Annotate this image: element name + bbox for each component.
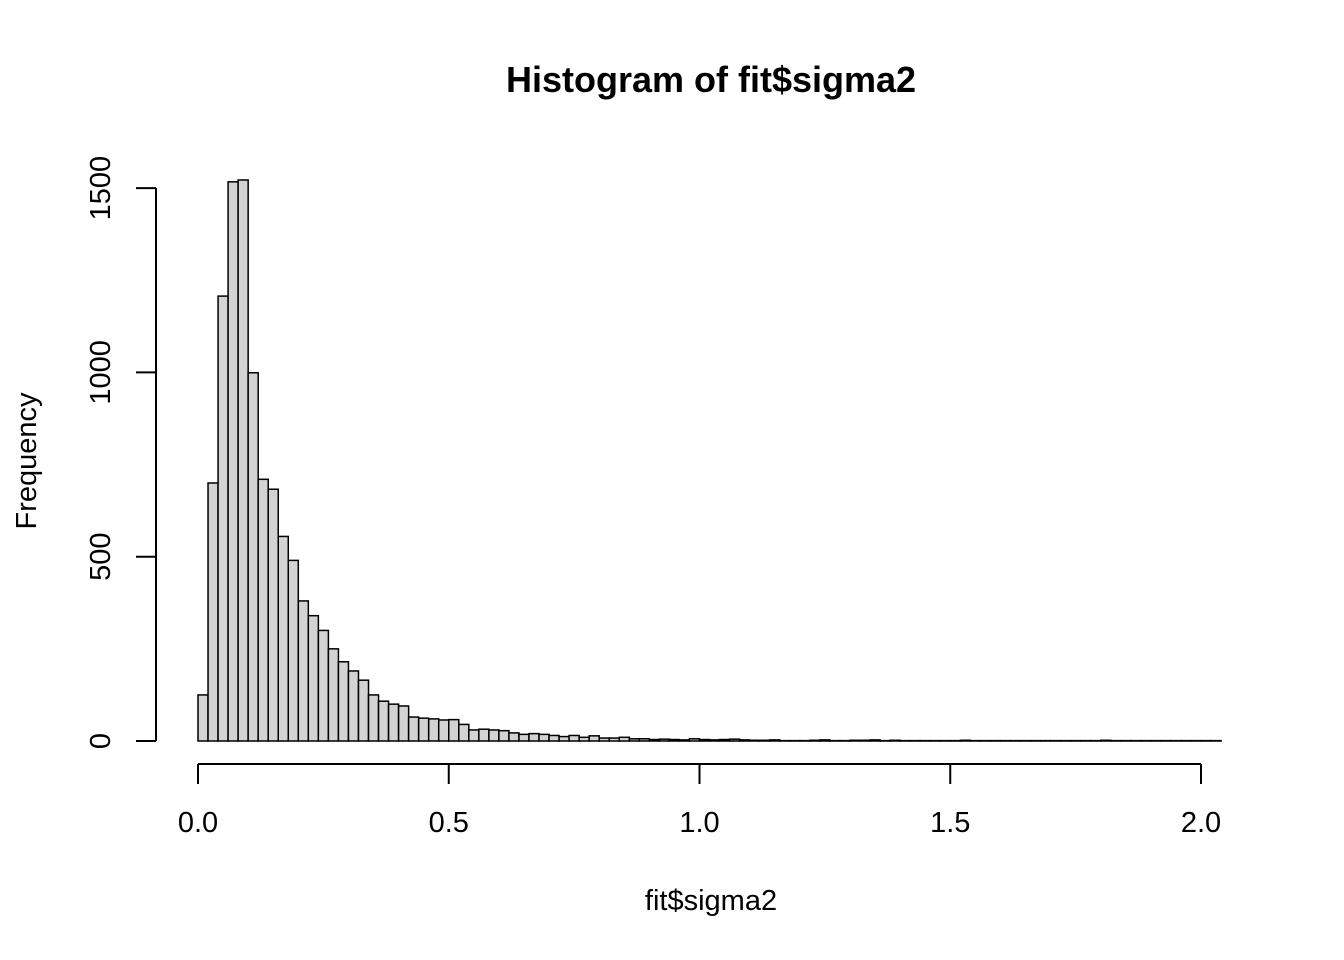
- histogram-bar: [708, 739, 721, 742]
- y-tick-label: 1500: [85, 156, 117, 221]
- histogram-bar: [458, 723, 470, 742]
- histogram-bar: [568, 734, 580, 742]
- histogram-bar: [357, 679, 370, 742]
- histogram-bar: [488, 729, 500, 742]
- x-tick-label: 2.0: [1181, 807, 1221, 839]
- histogram-bar: [598, 737, 610, 742]
- histogram-bar: [437, 719, 450, 742]
- x-axis-label: fit$sigma2: [645, 885, 777, 917]
- histogram-bar: [588, 735, 600, 742]
- histogram-bar: [417, 717, 430, 742]
- histogram-bar: [688, 738, 701, 742]
- histogram-bar: [287, 559, 300, 742]
- histogram-bar: [397, 705, 410, 742]
- y-axis: 0 500 1000 1500: [85, 156, 157, 749]
- x-tick-label: 1.5: [930, 807, 970, 839]
- histogram-bar: [387, 703, 400, 742]
- histogram-bar: [307, 614, 320, 742]
- histogram-bar: [337, 661, 350, 742]
- histogram-bar: [197, 694, 209, 742]
- histogram-bar: [809, 739, 821, 742]
- histogram-bar: [448, 718, 460, 742]
- histogram-bar: [528, 732, 540, 742]
- x-tick-label: 0.0: [178, 807, 218, 839]
- histogram-bar: [728, 738, 741, 742]
- histogram-bar: [237, 179, 249, 742]
- histogram-bar: [869, 739, 881, 742]
- y-axis-label: Frequency: [11, 392, 43, 530]
- histogram-bar: [738, 739, 751, 742]
- histogram-bar: [478, 728, 490, 742]
- histogram-bar: [518, 733, 530, 742]
- histogram-bar: [768, 739, 781, 742]
- histogram-bar: [819, 739, 831, 742]
- histogram-bar: [618, 736, 631, 742]
- histogram-bar: [207, 482, 219, 742]
- histogram-bar: [548, 734, 560, 742]
- histogram-bar: [498, 729, 510, 742]
- histogram-bar: [508, 732, 520, 742]
- histogram-bar: [227, 181, 239, 742]
- y-tick-label: 0: [85, 733, 117, 749]
- histogram-bar: [317, 629, 330, 742]
- histogram-bar: [718, 738, 731, 742]
- chart-title: Histogram of fit$sigma2: [506, 59, 916, 100]
- histogram-bar: [257, 478, 269, 742]
- histogram-bar: [377, 700, 390, 742]
- bars-group: [197, 179, 1222, 742]
- histogram-bar: [217, 295, 229, 742]
- histogram-bar: [578, 736, 590, 742]
- histogram-bar: [297, 600, 310, 742]
- histogram-bar: [859, 739, 871, 742]
- histogram-bar: [247, 372, 259, 742]
- x-axis: 0.0 0.5 1.0 1.5 2.0: [178, 763, 1221, 839]
- histogram-bar: [267, 488, 279, 742]
- histogram-bar: [668, 738, 681, 742]
- x-tick-label: 1.0: [679, 807, 719, 839]
- histogram-bar: [407, 716, 420, 742]
- histogram-bar: [427, 718, 440, 742]
- histogram-bar: [347, 670, 360, 742]
- histogram-bar: [678, 739, 691, 742]
- histogram-bar: [558, 735, 570, 742]
- y-tick-label: 1000: [85, 340, 117, 405]
- x-tick-label: 0.5: [429, 807, 469, 839]
- histogram-bar: [849, 739, 861, 742]
- histogram-bar: [889, 739, 901, 742]
- histogram-bar: [638, 738, 651, 742]
- histogram-bar: [698, 738, 711, 742]
- histogram-bar: [538, 733, 550, 742]
- histogram-bar: [1099, 739, 1112, 742]
- histogram-bar: [367, 694, 380, 742]
- histogram-bar: [748, 739, 761, 742]
- histogram-bar: [658, 738, 671, 742]
- histogram-bar: [648, 738, 661, 742]
- histogram-bar: [959, 739, 972, 742]
- y-tick-label: 500: [85, 533, 117, 581]
- histogram-bar: [327, 648, 340, 742]
- histogram-bar: [758, 739, 771, 742]
- histogram-bar: [277, 535, 290, 742]
- histogram-bar: [628, 738, 641, 742]
- histogram-bar: [468, 729, 480, 742]
- histogram-bar: [608, 737, 621, 742]
